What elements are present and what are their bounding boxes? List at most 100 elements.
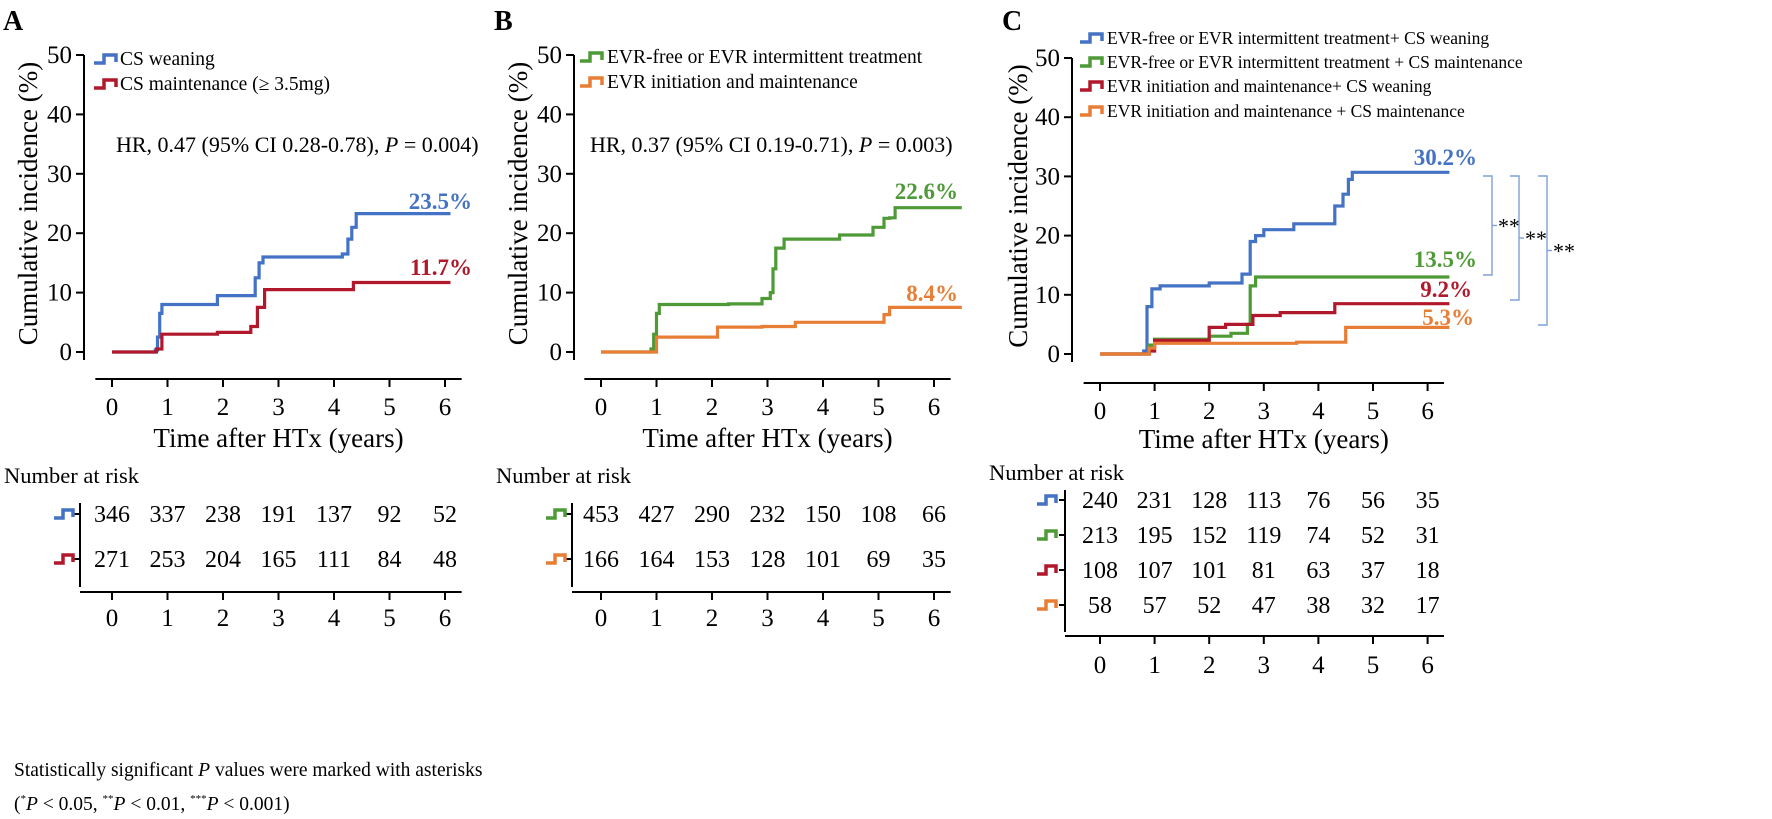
risk-count: 35 bbox=[922, 547, 946, 573]
risk-count: 81 bbox=[1252, 558, 1276, 584]
risk-count: 232 bbox=[750, 502, 786, 528]
risk-count: 165 bbox=[261, 547, 297, 573]
legend-label-2: EVR initiation and maintenance bbox=[607, 72, 858, 93]
risk-count: 37 bbox=[1361, 558, 1385, 584]
risk-row-swatch-1 bbox=[1037, 494, 1058, 506]
risk-x-tick-label: 2 bbox=[217, 605, 230, 632]
risk-row-swatch-2 bbox=[1037, 529, 1058, 541]
risk-row-swatch-4 bbox=[1037, 599, 1058, 611]
end-value-label-2: 13.5% bbox=[1414, 247, 1477, 272]
y-axis-title: Cumulative incidence (%) bbox=[13, 62, 43, 345]
x-tick-label: 2 bbox=[217, 394, 230, 421]
risk-row-swatch-3 bbox=[1037, 564, 1058, 576]
risk-count: 47 bbox=[1252, 593, 1276, 619]
risk-count: 108 bbox=[1082, 558, 1118, 584]
series-line-1 bbox=[112, 212, 451, 354]
x-tick-label: 4 bbox=[817, 394, 830, 421]
risk-count: 52 bbox=[1361, 523, 1385, 549]
risk-count: 191 bbox=[261, 502, 297, 528]
x-tick-label: 0 bbox=[1094, 398, 1107, 425]
risk-x-tick-label: 5 bbox=[383, 605, 396, 632]
x-tick-label: 6 bbox=[439, 394, 452, 421]
risk-count: 35 bbox=[1416, 488, 1440, 514]
risk-count: 111 bbox=[317, 547, 351, 573]
risk-count: 427 bbox=[639, 502, 675, 528]
legend-swatch-2 bbox=[580, 76, 604, 88]
risk-x-tick-label: 6 bbox=[928, 605, 941, 632]
x-tick-label: 1 bbox=[650, 394, 663, 421]
end-value-label-3: 9.2% bbox=[1420, 277, 1472, 302]
y-tick-label: 20 bbox=[47, 220, 72, 247]
risk-count: 18 bbox=[1416, 558, 1440, 584]
significance-label-3: ** bbox=[1553, 239, 1575, 264]
y-tick-label: 50 bbox=[47, 42, 72, 69]
risk-count: 164 bbox=[639, 547, 675, 573]
risk-count: 63 bbox=[1306, 558, 1330, 584]
risk-count: 52 bbox=[1197, 593, 1221, 619]
risk-count: 66 bbox=[922, 502, 946, 528]
risk-count: 69 bbox=[867, 547, 891, 573]
risk-count: 84 bbox=[378, 547, 402, 573]
x-tick-label: 3 bbox=[272, 394, 285, 421]
legend-swatch-3 bbox=[1080, 80, 1104, 92]
risk-x-tick-label: 0 bbox=[106, 605, 119, 632]
series-line-3 bbox=[1100, 302, 1450, 356]
end-value-label-1: 22.6% bbox=[895, 179, 958, 204]
series-line-4 bbox=[1100, 325, 1450, 356]
y-tick-label: 40 bbox=[1035, 104, 1060, 131]
risk-count: 253 bbox=[150, 547, 186, 573]
risk-count: 17 bbox=[1416, 593, 1440, 619]
y-tick-label: 30 bbox=[47, 161, 72, 188]
risk-x-tick-label: 4 bbox=[817, 605, 830, 632]
end-value-label-2: 11.7% bbox=[410, 255, 472, 280]
risk-count: 74 bbox=[1306, 523, 1330, 549]
risk-x-tick-label: 3 bbox=[761, 605, 774, 632]
x-tick-label: 0 bbox=[595, 394, 608, 421]
y-tick-label: 40 bbox=[537, 101, 562, 128]
risk-count: 231 bbox=[1137, 488, 1173, 514]
y-tick-label: 50 bbox=[1035, 45, 1060, 72]
risk-x-tick-label: 5 bbox=[1367, 652, 1380, 679]
risk-count: 92 bbox=[378, 502, 402, 528]
risk-count: 101 bbox=[1191, 558, 1227, 584]
risk-row-swatch-1 bbox=[54, 508, 75, 520]
risk-count: 153 bbox=[694, 547, 730, 573]
series-line-2 bbox=[1100, 275, 1450, 356]
panel-letter: C bbox=[1002, 6, 1022, 37]
risk-x-tick-label: 0 bbox=[1094, 652, 1107, 679]
risk-x-tick-label: 3 bbox=[1258, 652, 1271, 679]
risk-count: 290 bbox=[694, 502, 730, 528]
y-tick-label: 10 bbox=[1035, 282, 1060, 309]
y-tick-label: 10 bbox=[537, 280, 562, 307]
legend-swatch-1 bbox=[94, 53, 118, 65]
x-tick-label: 1 bbox=[1148, 398, 1161, 425]
x-axis-title: Time after HTx (years) bbox=[1139, 424, 1389, 454]
series-line-1 bbox=[1100, 170, 1450, 356]
legend-label-2: EVR-free or EVR intermittent treatment +… bbox=[1107, 52, 1523, 72]
risk-count: 128 bbox=[1191, 488, 1227, 514]
x-tick-label: 3 bbox=[1258, 398, 1271, 425]
x-tick-label: 1 bbox=[161, 394, 174, 421]
risk-count: 271 bbox=[94, 547, 130, 573]
significance-label-2: ** bbox=[1525, 226, 1547, 251]
y-tick-label: 0 bbox=[60, 339, 73, 366]
risk-x-tick-label: 2 bbox=[706, 605, 719, 632]
legend-swatch-1 bbox=[1080, 32, 1104, 44]
risk-x-tick-label: 2 bbox=[1203, 652, 1216, 679]
x-tick-label: 6 bbox=[1421, 398, 1434, 425]
risk-x-tick-label: 6 bbox=[439, 605, 452, 632]
risk-count: 107 bbox=[1137, 558, 1173, 584]
y-tick-label: 30 bbox=[537, 161, 562, 188]
end-value-label-1: 23.5% bbox=[409, 189, 472, 214]
risk-count: 76 bbox=[1306, 488, 1330, 514]
y-tick-label: 20 bbox=[537, 220, 562, 247]
y-tick-label: 40 bbox=[47, 101, 72, 128]
risk-count: 57 bbox=[1143, 593, 1167, 619]
risk-count: 101 bbox=[805, 547, 841, 573]
series-line-2 bbox=[112, 280, 451, 354]
risk-row-swatch-1 bbox=[546, 508, 567, 520]
risk-count: 346 bbox=[94, 502, 130, 528]
risk-x-tick-label: 4 bbox=[1312, 652, 1325, 679]
